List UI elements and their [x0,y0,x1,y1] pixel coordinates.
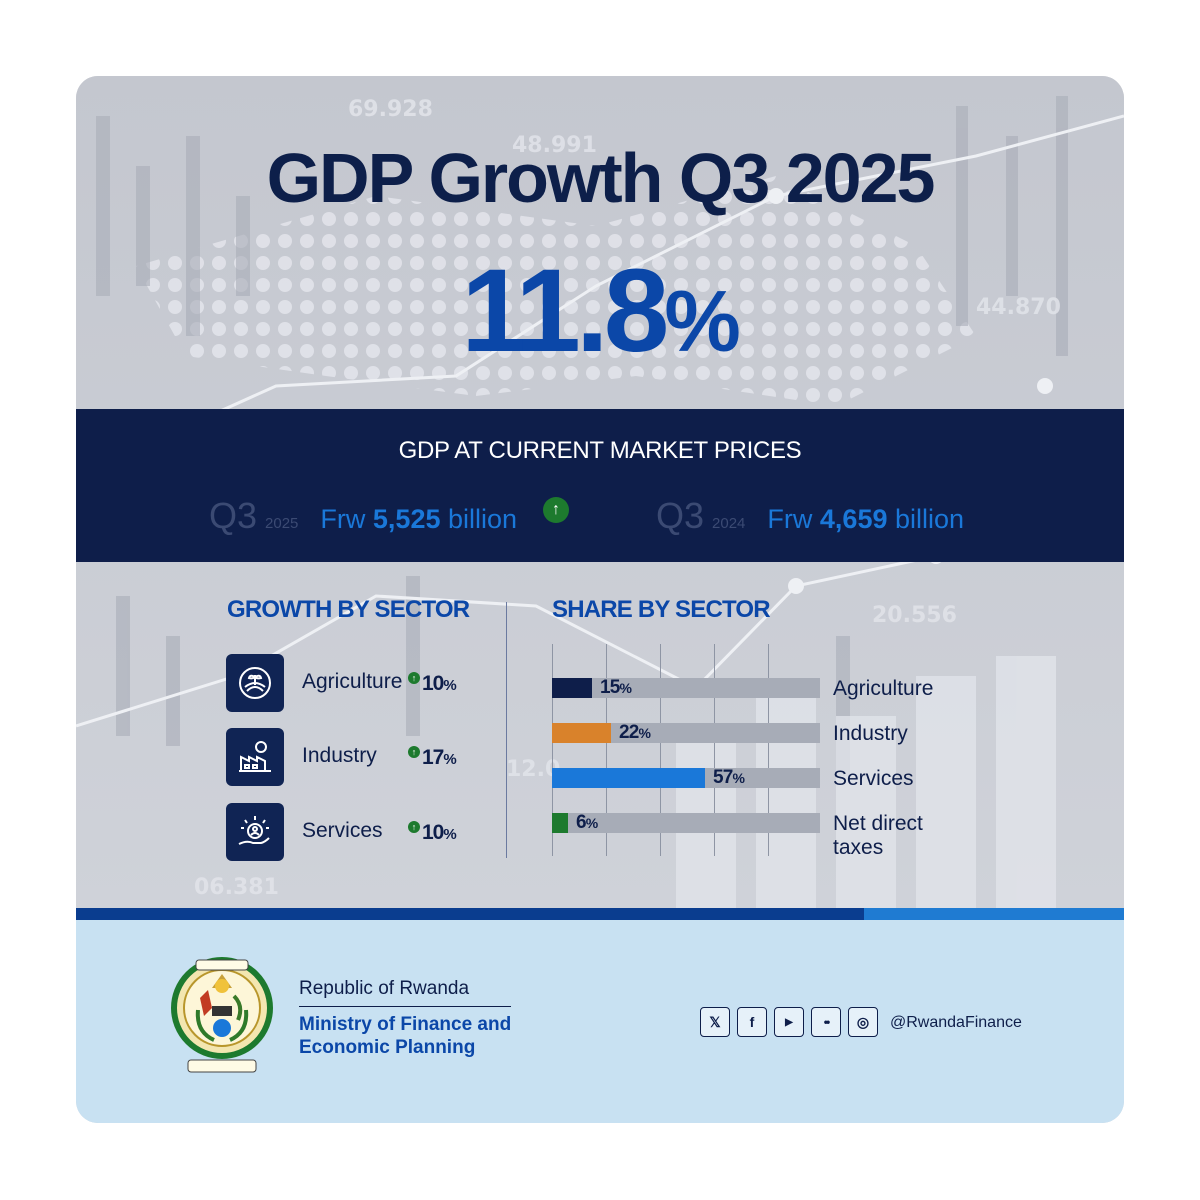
bar-category-label: Net direct taxes [833,812,923,859]
growth-name-services: Services [302,819,383,842]
social-handle[interactable]: @RwandaFinance [890,1014,1022,1031]
x-icon[interactable]: 𝕏 [700,1007,730,1037]
current-unit: billion [448,504,518,534]
bg-number-1: 69.928 [348,97,433,122]
current-quarter: Q3 [209,495,258,536]
bar-value-label: 22% [619,722,651,743]
org-country: Republic of Rwanda [299,978,470,999]
agriculture-icon [226,654,284,712]
instagram-icon[interactable]: ◎ [848,1007,878,1037]
current-quarter-block: Q3 2025 Frw 5,525 billion [209,495,517,545]
current-value: Frw 5,525 billion [320,504,517,535]
org-ministry-line1: Ministry of Finance and [299,1014,512,1035]
previous-unit: billion [895,504,965,534]
market-prices-band: GDP AT CURRENT MARKET PRICES Q3 2025 Frw… [76,409,1124,562]
grid-line [552,644,553,856]
current-currency: Frw [320,504,366,534]
headline-growth: 11.8% [76,246,1124,387]
current-amount: 5,525 [372,504,441,534]
bar-value-label: 15% [600,677,632,698]
previous-value: Frw 4,659 billion [767,504,964,535]
bar-track [552,678,820,698]
flickr-icon[interactable]: •• [811,1007,841,1037]
arrow-up-icon: ↑ [543,497,569,523]
section-divider [506,602,507,858]
bar-category-label: Agriculture [833,677,934,700]
grid-line [606,644,607,856]
bg-number-5: 12.0 [506,757,560,782]
bg-number-2: 48.991 [512,133,597,158]
bar [552,723,611,743]
growth-value-industry: 17% [422,746,457,769]
previous-currency: Frw [767,504,813,534]
share-by-sector-chart: 15% Agriculture 22% Industry 57% Services 6% Ne… [552,644,972,860]
footer-stripe [76,908,1124,920]
previous-amount: 4,659 [819,504,888,534]
current-year: 2025 [265,515,299,532]
bar-value-label: 57% [713,767,745,788]
bar-track [552,813,820,833]
org-ministry-line2: Economic Planning [299,1037,476,1058]
bar [552,813,568,833]
org-ministry: Ministry of Finance and Economic Plannin… [299,1013,511,1059]
share-by-sector-title: SHARE BY SECTOR [552,596,771,623]
headline-unit: % [664,274,740,370]
growth-up-icon: ↑ [408,672,420,684]
bg-number-4: 20.556 [872,603,957,628]
bar [552,768,705,788]
youtube-icon[interactable]: ▶ [774,1007,804,1037]
growth-value-agriculture: 10% [422,672,457,695]
industry-icon [226,728,284,786]
footer: Republic of Rwanda Ministry of Finance a… [76,920,1124,1123]
growth-up-icon: ↑ [408,746,420,758]
bg-number-6: 06.381 [194,875,279,900]
headline-number: 11.8 [461,245,669,377]
growth-row-services: Services ↑ 10% [226,803,486,861]
previous-year: 2024 [712,515,746,532]
growth-by-sector-title: GROWTH BY SECTOR [227,596,470,623]
footer-stripe-accent [864,908,1124,920]
growth-name-industry: Industry [302,744,377,767]
grid-line [714,644,715,856]
bar-value-label: 6% [576,812,598,833]
services-icon [226,803,284,861]
rwanda-coat-of-arms [170,950,274,1080]
previous-quarter-block: Q3 2024 Frw 4,659 billion [656,495,964,545]
infographic-card: 69.928 48.991 44.870 20.556 12.0 06.381 … [76,76,1124,1123]
bg-number-3: 44.870 [976,295,1061,320]
grid-line [768,644,769,856]
growth-name-agriculture: Agriculture [302,670,403,693]
org-divider [299,1006,511,1007]
bar-track [552,723,820,743]
market-prices-title: GDP AT CURRENT MARKET PRICES [398,437,802,464]
previous-quarter: Q3 [656,495,705,536]
grid-line [660,644,661,856]
social-links: 𝕏 f ▶ •• ◎ [700,1007,878,1037]
page-title: GDP Growth Q3 2025 [266,139,936,217]
bar [552,678,592,698]
growth-row-industry: Industry ↑ 17% [226,728,486,786]
growth-value-services: 10% [422,821,457,844]
facebook-icon[interactable]: f [737,1007,767,1037]
bar-category-label: Industry [833,722,908,745]
bar-category-label: Services [833,767,914,790]
growth-row-agriculture: Agriculture ↑ 10% [226,654,486,712]
growth-up-icon: ↑ [408,821,420,833]
